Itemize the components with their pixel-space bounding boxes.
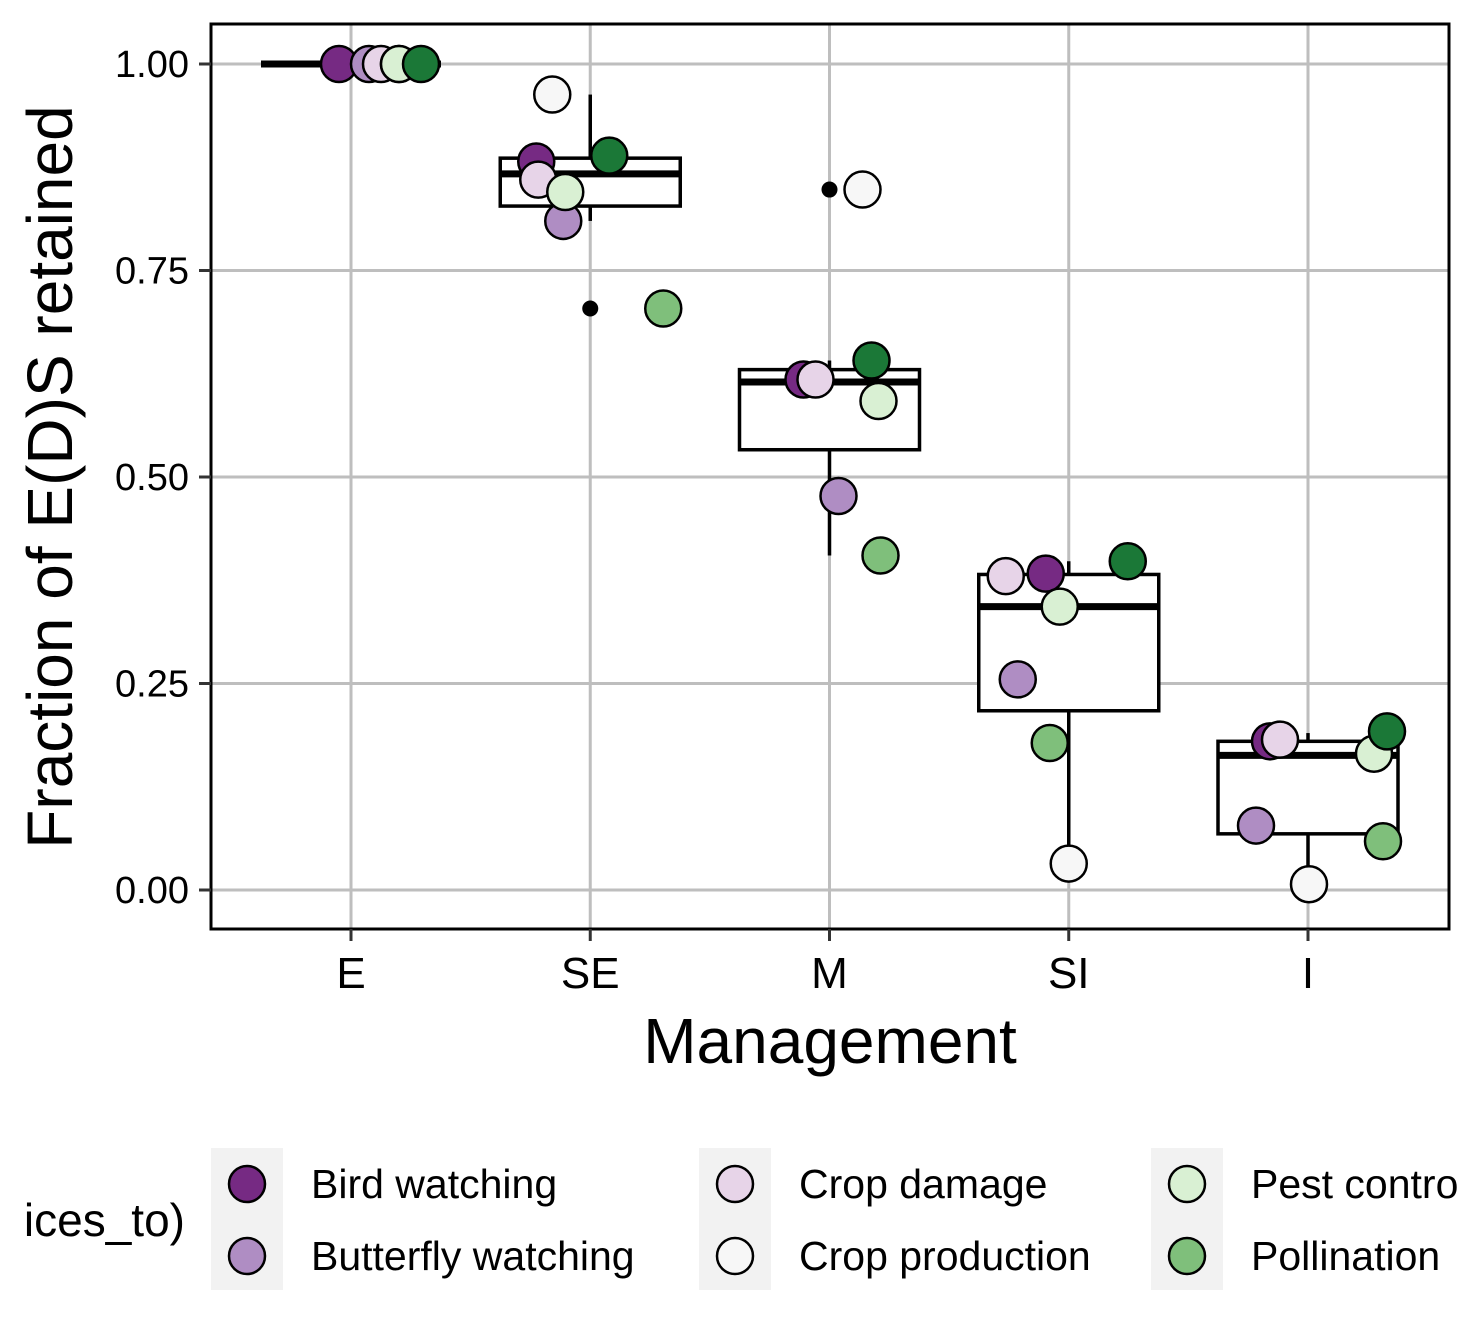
legend-item: Pollination	[1167, 1233, 1440, 1279]
legend-key	[227, 1164, 267, 1204]
legend-key	[1167, 1164, 1207, 1204]
legend-key	[715, 1164, 755, 1204]
legend-item: Butterfly watching	[227, 1233, 635, 1279]
point-pest-control	[546, 172, 585, 212]
y-tick-label: 0.75	[115, 251, 189, 293]
point-crop-damage	[796, 360, 835, 399]
y-tick-label: 1.00	[115, 44, 189, 86]
x-tick-label: SI	[1048, 949, 1090, 998]
legend-item: Bird watching	[227, 1161, 557, 1207]
legend-key	[227, 1236, 267, 1276]
legend-item: Crop damage	[715, 1161, 1047, 1207]
data-points	[319, 44, 1407, 904]
point-series-6	[1367, 712, 1407, 751]
legend-title: ices_to)	[24, 1194, 185, 1246]
legend-key	[715, 1236, 755, 1276]
point-series-6	[590, 136, 629, 175]
legend-label: Bird watching	[311, 1161, 557, 1207]
legend-item: Crop production	[715, 1233, 1091, 1279]
point-crop-damage	[986, 556, 1025, 596]
point-pest-control	[859, 381, 898, 421]
point-butterfly-watching	[819, 476, 858, 516]
outlier-point	[582, 300, 599, 317]
point-butterfly-watching	[1236, 806, 1276, 845]
axes: 0.00 0.25 0.50 0.75 1.00 E SE M SI I	[115, 44, 1314, 998]
y-tick-label: 0.50	[115, 457, 189, 499]
point-series-6	[401, 44, 441, 84]
y-tick-label: 0.25	[115, 664, 189, 706]
point-series-6	[1108, 542, 1147, 581]
point-pollination	[644, 289, 683, 328]
y-tick-label: 0.00	[115, 870, 189, 912]
point-series-6	[852, 341, 891, 380]
point-bird-watching	[1026, 554, 1065, 593]
point-crop-production	[533, 75, 572, 114]
x-tick-label: E	[336, 949, 365, 998]
point-crop-production	[843, 170, 882, 209]
point-pollination	[861, 536, 900, 575]
x-tick-label: M	[811, 949, 848, 998]
point-pollination	[1363, 822, 1403, 861]
point-pest-control	[1040, 587, 1079, 626]
legend: ices_to) Bird watching Butterfly watching…	[24, 1148, 1458, 1290]
legend-label: Butterfly watching	[311, 1233, 635, 1279]
x-tick-label: SE	[561, 949, 620, 998]
x-tick-label: I	[1302, 949, 1314, 998]
legend-label: Pollination	[1251, 1233, 1440, 1279]
legend-item: Pest contro	[1167, 1161, 1458, 1207]
point-crop-production	[1289, 864, 1329, 904]
legend-label: Crop damage	[799, 1161, 1047, 1207]
legend-label: Crop production	[799, 1233, 1091, 1279]
outlier-point	[821, 181, 838, 198]
point-pollination	[1030, 723, 1069, 763]
point-crop-damage	[1260, 720, 1300, 759]
point-crop-production	[1049, 844, 1088, 883]
legend-label: Pest contro	[1251, 1161, 1458, 1207]
point-butterfly-watching	[998, 660, 1037, 699]
x-axis-title: Management	[643, 1005, 1017, 1077]
y-axis-title: Fraction of E(D)S retained	[14, 105, 86, 848]
legend-key	[1167, 1236, 1207, 1276]
